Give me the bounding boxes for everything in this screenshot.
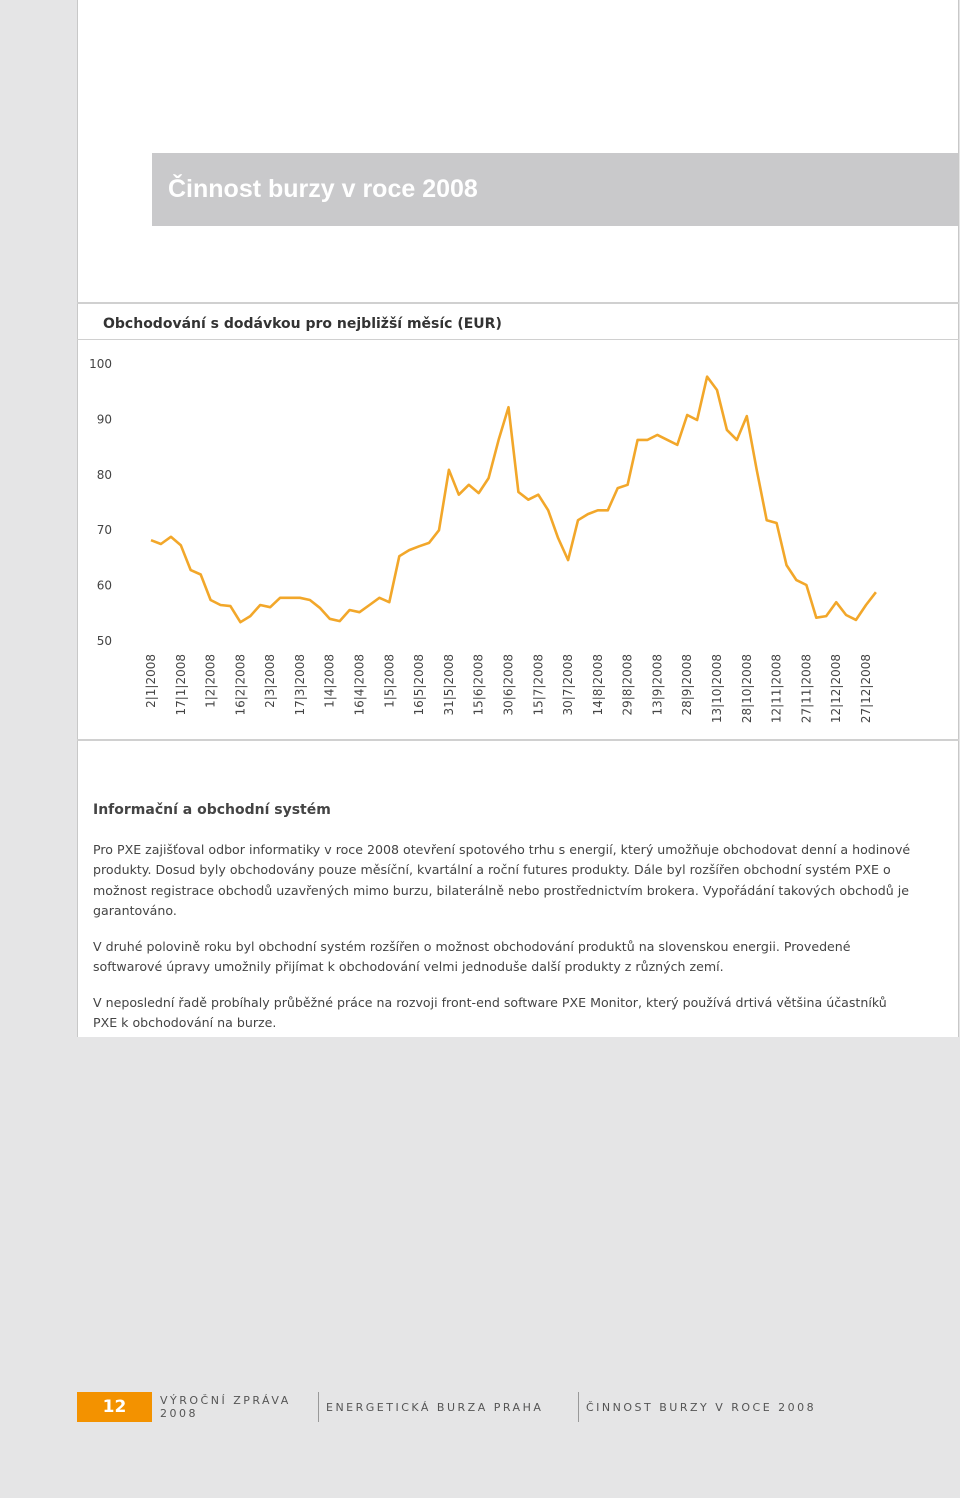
x-tick-label: 13|9|2008 <box>650 654 664 716</box>
section-title: Informační a obchodní systém <box>93 802 331 818</box>
x-tick-label: 27|12|2008 <box>859 654 873 723</box>
page-number: 12 <box>77 1392 152 1422</box>
x-tick-label: 30|7|2008 <box>561 654 575 716</box>
x-tick-label: 17|1|2008 <box>174 654 188 716</box>
x-tick-label: 28|9|2008 <box>680 654 694 716</box>
x-tick-label: 2|1|2008 <box>144 654 158 708</box>
x-tick-label: 12|12|2008 <box>829 654 843 723</box>
x-tick-label: 1|4|2008 <box>323 654 337 708</box>
x-tick-label: 27|11|2008 <box>799 654 813 723</box>
text-section: Informační a obchodní systém Pro PXE zaj… <box>93 800 913 1049</box>
x-tick-label: 1|2|2008 <box>204 654 218 708</box>
chart-title: Obchodování s dodávkou pro nejbližší měs… <box>103 316 502 332</box>
footer: 12 VÝROČNÍ ZPRÁVA 2008 ENERGETICKÁ BURZA… <box>77 1392 828 1422</box>
x-tick-label: 2|3|2008 <box>263 654 277 708</box>
divider <box>77 339 959 340</box>
page-title: Činnost burzy v roce 2008 <box>168 175 478 203</box>
y-tick-label: 70 <box>97 523 112 537</box>
x-tick-label: 1|5|2008 <box>382 654 396 708</box>
x-tick-label: 14|8|2008 <box>591 654 605 716</box>
paragraph: V druhé polovině roku byl obchodní systé… <box>93 938 851 975</box>
y-tick-label: 50 <box>97 634 112 648</box>
y-tick-label: 100 <box>89 357 112 371</box>
x-tick-label: 30|6|2008 <box>501 654 515 716</box>
divider <box>77 302 959 304</box>
y-tick-label: 60 <box>97 579 112 593</box>
x-tick-label: 16|5|2008 <box>412 654 426 716</box>
paragraph: V neposlední řadě probíhaly průběžné prá… <box>93 994 887 1031</box>
x-tick-label: 29|8|2008 <box>621 654 635 716</box>
x-tick-label: 13|10|2008 <box>710 654 724 723</box>
x-tick-label: 15|6|2008 <box>472 654 486 716</box>
paragraph: Pro PXE zajišťoval odbor informatiky v r… <box>93 841 911 919</box>
x-tick-label: 12|11|2008 <box>770 654 784 723</box>
title-bar: Činnost burzy v roce 2008 <box>152 153 958 226</box>
x-tick-label: 15|7|2008 <box>531 654 545 716</box>
y-tick-label: 90 <box>97 412 112 426</box>
x-tick-label: 17|3|2008 <box>293 654 307 716</box>
price-line <box>150 375 877 624</box>
y-tick-label: 80 <box>97 468 112 482</box>
divider <box>77 739 959 741</box>
footer-item: VÝROČNÍ ZPRÁVA 2008 <box>160 1394 291 1420</box>
chart: Obchodování s dodávkou pro nejbližší měs… <box>89 316 877 723</box>
x-tick-label: 28|10|2008 <box>740 654 754 723</box>
footer-item: ČINNOST BURZY V ROCE 2008 <box>578 1392 828 1422</box>
footer-item: ENERGETICKÁ BURZA PRAHA <box>318 1392 578 1422</box>
x-tick-label: 16|2|2008 <box>233 654 247 716</box>
x-tick-label: 16|4|2008 <box>353 654 367 716</box>
x-tick-label: 31|5|2008 <box>442 654 456 716</box>
